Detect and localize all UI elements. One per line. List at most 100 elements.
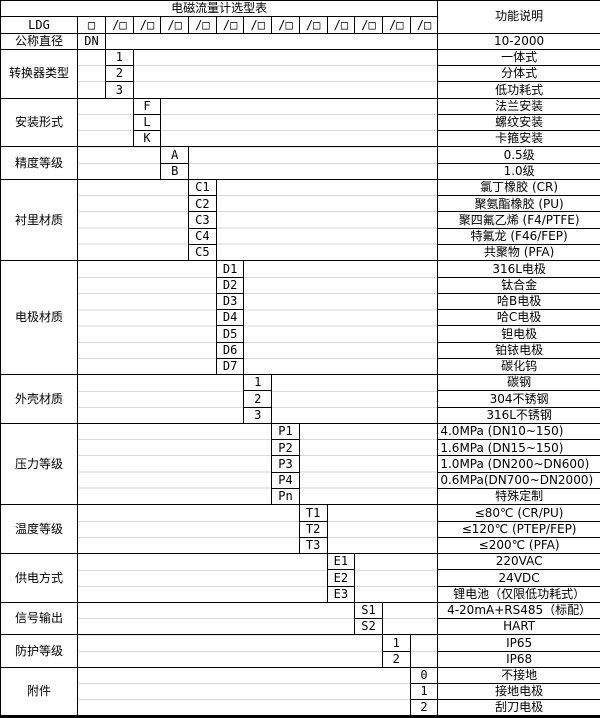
code-cell: DN xyxy=(77,32,106,50)
code-cell: 1 xyxy=(409,683,439,701)
section-label: 防护等级 xyxy=(0,634,78,668)
code-cell: D1 xyxy=(215,260,245,278)
section-label: 信号输出 xyxy=(0,601,78,636)
function-cell: 哈C电极 xyxy=(437,309,600,327)
section-label: 压力等级 xyxy=(0,422,78,506)
code-cell: P1 xyxy=(271,422,300,441)
section-label: 衬里材质 xyxy=(0,178,78,262)
function-cell: 分体式 xyxy=(437,65,600,83)
code-cell: D2 xyxy=(215,276,245,294)
code-cell: 1 xyxy=(105,48,134,67)
model-slash-box-cell: /□ xyxy=(132,16,162,34)
function-cell: ≤80℃ (CR/PU) xyxy=(437,504,600,522)
empty-cell xyxy=(381,601,439,636)
section-label: 公称直径 xyxy=(0,32,78,50)
code-cell: A xyxy=(160,146,190,164)
empty-cell xyxy=(409,634,439,668)
code-cell: D7 xyxy=(215,357,245,376)
code-cell: E2 xyxy=(326,569,356,587)
code-cell: S1 xyxy=(354,601,383,620)
function-cell: 1.0级 xyxy=(437,162,600,180)
function-cell: 法兰安装 xyxy=(437,97,600,115)
function-cell: 316L电极 xyxy=(437,260,600,278)
function-cell: 接地电极 xyxy=(437,683,600,701)
model-prefix-label: LDG xyxy=(0,16,78,34)
function-cell: 氯丁橡胶 (CR) xyxy=(437,178,600,197)
code-cell: Pn xyxy=(271,487,300,506)
code-cell: D3 xyxy=(215,292,245,311)
empty-cell xyxy=(243,260,439,376)
empty-cell xyxy=(76,146,162,180)
function-cell: 碳钢 xyxy=(437,374,600,392)
function-cell: 0.5级 xyxy=(437,146,600,164)
function-cell: 特殊定制 xyxy=(437,487,600,506)
code-cell: C4 xyxy=(188,227,217,245)
empty-cell xyxy=(326,504,439,555)
function-cell: 碳化钨 xyxy=(437,357,600,376)
model-slash-box-cell: /□ xyxy=(326,16,356,34)
empty-cell xyxy=(77,260,217,376)
empty-cell xyxy=(77,48,106,99)
code-cell: P2 xyxy=(271,439,300,457)
empty-cell xyxy=(76,178,190,262)
function-cell: 聚四氟乙烯 (F4/PTFE) xyxy=(437,211,600,229)
function-cell: 1.6MPa (DN15~150) xyxy=(437,439,600,457)
code-cell: B xyxy=(160,162,190,180)
code-cell: C3 xyxy=(188,211,217,229)
empty-cell xyxy=(354,553,439,603)
function-cell: 304不锈钢 xyxy=(437,390,600,408)
function-column-header: 功能说明 xyxy=(437,0,600,34)
code-cell: P3 xyxy=(271,455,300,473)
function-cell: ≤200℃ (PFA) xyxy=(437,536,600,555)
code-cell: C5 xyxy=(188,243,217,262)
code-cell: 2 xyxy=(243,390,273,408)
model-slash-box-cell: /□ xyxy=(271,16,300,34)
function-cell: 锂电池（仅限低功耗式） xyxy=(437,585,600,603)
model-slash-box-cell: /□ xyxy=(105,16,134,34)
section-label: 附件 xyxy=(0,666,78,717)
section-label: 安装形式 xyxy=(0,97,78,148)
function-cell: 哈B电极 xyxy=(437,292,600,311)
empty-cell xyxy=(77,553,328,603)
code-cell: S2 xyxy=(354,618,383,636)
model-slash-box-cell: /□ xyxy=(243,16,273,34)
model-slash-box-cell: /□ xyxy=(160,16,190,34)
model-slash-box-cell: /□ xyxy=(354,16,383,34)
code-cell: K xyxy=(132,130,162,148)
code-cell: D5 xyxy=(215,325,245,343)
model-slash-box-cell: /□ xyxy=(188,16,217,34)
code-cell: T2 xyxy=(298,520,328,538)
code-cell: D6 xyxy=(215,341,245,359)
code-cell: 0 xyxy=(409,666,439,685)
empty-cell xyxy=(104,32,439,50)
code-cell: 1 xyxy=(243,374,273,392)
section-label: 电极材质 xyxy=(0,260,78,376)
function-cell: 螺纹安装 xyxy=(437,113,600,132)
function-cell: 4-20mA+RS485（标配） xyxy=(437,601,600,620)
code-cell: C1 xyxy=(188,178,217,197)
code-cell: T1 xyxy=(298,504,328,522)
empty-cell xyxy=(160,97,439,148)
function-cell: 共聚物 (PFA) xyxy=(437,243,600,262)
section-label: 转换器类型 xyxy=(0,48,78,99)
code-cell: E1 xyxy=(326,553,356,571)
code-cell: L xyxy=(132,113,162,132)
empty-cell xyxy=(77,97,134,148)
code-cell: 2 xyxy=(409,699,439,717)
code-cell: 2 xyxy=(381,650,411,668)
empty-cell xyxy=(77,504,300,555)
code-cell: 2 xyxy=(105,65,134,83)
code-cell: F xyxy=(132,97,162,115)
empty-cell xyxy=(77,634,383,668)
empty-cell xyxy=(76,374,245,424)
function-cell: 特氟龙 (F46/FEP) xyxy=(437,227,600,245)
model-slash-box-cell: /□ xyxy=(381,16,411,34)
function-cell: 0.6MPa(DN700~DN2000) xyxy=(437,471,600,489)
model-first-box-cell: □ xyxy=(77,16,106,34)
model-slash-box-cell: /□ xyxy=(409,16,439,34)
section-label: 温度等级 xyxy=(0,504,78,555)
code-cell: T3 xyxy=(298,536,328,555)
code-cell: P4 xyxy=(271,471,300,489)
function-cell: 铂铱电极 xyxy=(437,341,600,359)
